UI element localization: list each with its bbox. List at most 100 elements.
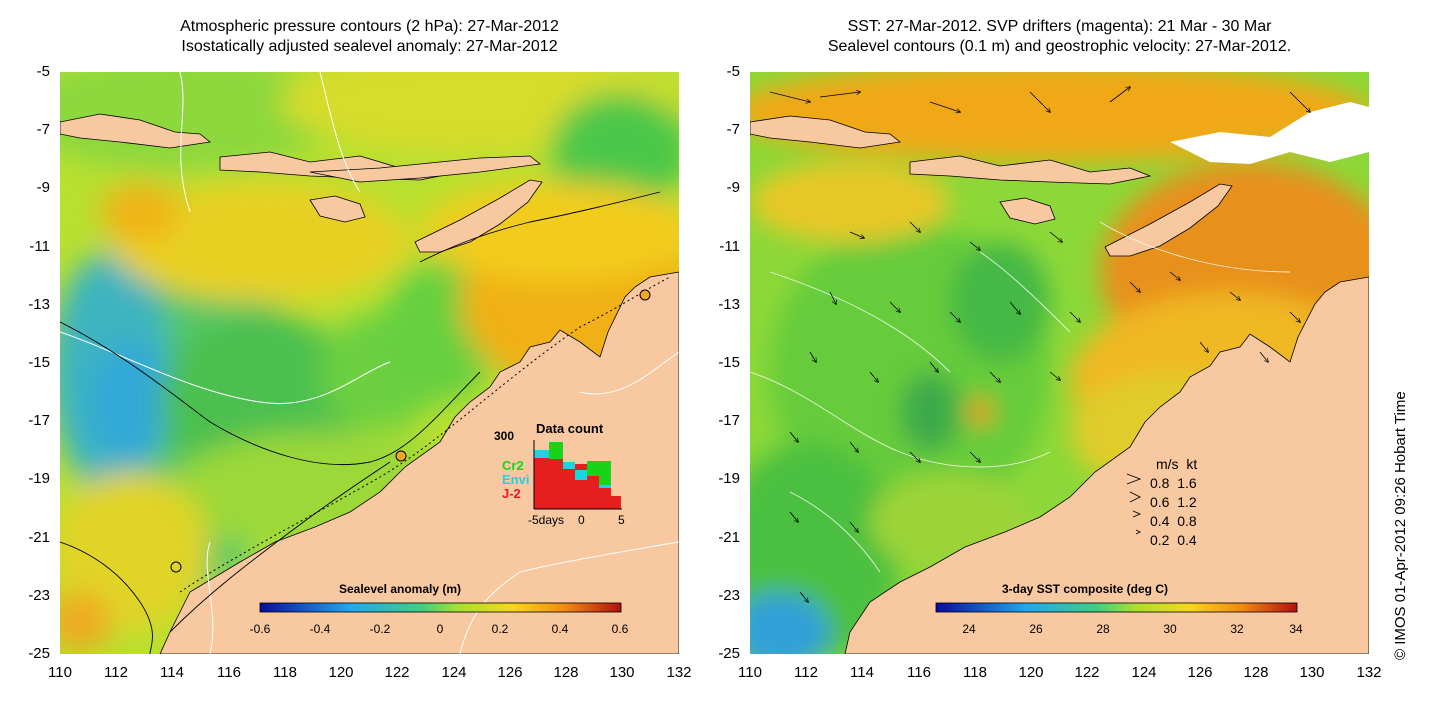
colorbar-tick: 30 <box>1163 622 1177 636</box>
x-tick: 118 <box>273 664 297 681</box>
colorbar-tick: -0.6 <box>249 622 271 636</box>
tide-gauge-marker <box>395 450 407 462</box>
sst-map <box>750 72 1369 654</box>
colorbar-tick: -0.4 <box>309 622 331 636</box>
x-tick: 110 <box>48 664 72 681</box>
x-tick: 116 <box>217 664 241 681</box>
x-tick: 128 <box>1243 664 1269 681</box>
sst-colorbar <box>935 602 1298 613</box>
velocity-vectors <box>769 87 1310 602</box>
x-tick: 126 <box>1187 664 1213 681</box>
tide-gauge-marker <box>639 289 651 301</box>
y-tick: -21 <box>718 529 740 546</box>
y-tick: -19 <box>718 470 740 487</box>
velocity-legend-kt: 1.6 <box>1177 475 1197 491</box>
y-tick: -17 <box>718 412 740 429</box>
sst-colorbar-label: 3-day SST composite (deg C) <box>1001 582 1169 596</box>
island-java-sst <box>750 115 901 149</box>
x-tick: 110 <box>738 664 762 681</box>
colorbar-tick: -0.2 <box>369 622 391 636</box>
y-tick: -23 <box>718 587 740 604</box>
x-tick: 132 <box>666 664 692 681</box>
right-title-line1: SST: 27-Mar-2012. SVP drifters (magenta)… <box>847 18 1272 35</box>
x-tick: 114 <box>160 664 184 681</box>
velocity-legend-ms: 0.6 <box>1150 494 1170 510</box>
y-tick: -5 <box>726 63 740 80</box>
x-tick: 120 <box>328 664 354 681</box>
y-tick: -9 <box>726 179 740 196</box>
velocity-legend-arrows <box>1126 473 1142 535</box>
x-tick: 114 <box>850 664 874 681</box>
y-tick: -13 <box>28 296 50 313</box>
x-tick: 116 <box>907 664 931 681</box>
island-sumba-sst <box>999 197 1056 225</box>
tide-gauge-marker <box>170 561 182 573</box>
colorbar-tick: 34 <box>1289 622 1303 636</box>
data-count-ymax: 300 <box>494 429 515 443</box>
australia-land <box>159 271 679 654</box>
island-sumba <box>309 195 366 223</box>
y-tick: -11 <box>719 238 740 255</box>
x-tick: 120 <box>1018 664 1044 681</box>
velocity-legend-kt: 1.2 <box>1177 494 1197 510</box>
data-count-xlabel-zero: 0 <box>578 513 585 527</box>
y-tick: -7 <box>36 121 50 138</box>
x-tick: 130 <box>1299 664 1325 681</box>
data-count-inset <box>533 440 622 510</box>
data-count-xlabel-end: 5 <box>618 513 625 527</box>
island-timor <box>414 179 543 253</box>
left-title-line2: Isostatically adjusted sealevel anomaly:… <box>181 38 558 55</box>
colorbar-tick: 0.6 <box>611 622 629 636</box>
sealevel-colorbar-label: Sealevel anomaly (m) <box>338 582 462 596</box>
imos-credit: © IMOS 01-Apr-2012 09:26 Hobart Time <box>1392 391 1409 660</box>
colorbar-tick: 26 <box>1029 622 1043 636</box>
x-tick: 112 <box>104 664 128 681</box>
data-count-series-envi: Envi <box>502 472 530 487</box>
x-tick: 126 <box>497 664 523 681</box>
sealevel-contours <box>60 191 661 654</box>
colorbar-tick: 0.2 <box>491 622 509 636</box>
y-tick: -9 <box>36 179 50 196</box>
island-timor-sst <box>1104 183 1233 257</box>
x-tick: 132 <box>1356 664 1382 681</box>
colorbar-tick: 0.4 <box>551 622 569 636</box>
data-count-series-cr2: Cr2 <box>502 458 524 473</box>
sealevel-colorbar <box>259 602 622 613</box>
island-flores <box>309 155 541 183</box>
velocity-legend-ms: 0.4 <box>1150 513 1170 529</box>
colorbar-tick: 0 <box>436 622 444 636</box>
x-tick: 124 <box>1131 664 1157 681</box>
colorbar-tick: 32 <box>1230 622 1244 636</box>
x-tick: 118 <box>963 664 987 681</box>
y-tick: -25 <box>28 645 50 662</box>
y-tick: -11 <box>29 238 50 255</box>
velocity-legend: m/s kt 0.8 1.6 0.6 1.2 0.4 0.8 0.2 0.4 <box>1150 455 1197 550</box>
colorbar-tick: 24 <box>962 622 976 636</box>
y-tick: -13 <box>718 296 740 313</box>
velocity-legend-ms: 0.8 <box>1150 475 1170 491</box>
x-tick: 122 <box>384 664 410 681</box>
y-tick: -5 <box>36 63 50 80</box>
x-tick: 112 <box>794 664 818 681</box>
y-tick: -19 <box>28 470 50 487</box>
australia-land-sst <box>844 276 1369 654</box>
data-count-series-j2: J-2 <box>502 486 521 501</box>
y-tick: -7 <box>726 121 740 138</box>
right-title: SST: 27-Mar-2012. SVP drifters (magenta)… <box>750 17 1369 57</box>
y-tick: -17 <box>28 412 50 429</box>
velocity-legend-kt: 0.4 <box>1177 532 1197 548</box>
right-title-line2: Sealevel contours (0.1 m) and geostrophi… <box>827 38 1292 55</box>
data-count-xlabel-start: -5days <box>528 513 565 527</box>
y-tick: -23 <box>28 587 50 604</box>
velocity-legend-kt-header: kt <box>1186 456 1198 472</box>
x-tick: 122 <box>1074 664 1100 681</box>
velocity-legend-ms-header: m/s <box>1156 456 1179 472</box>
x-tick: 128 <box>553 664 579 681</box>
island-java <box>60 113 211 149</box>
colorbar-tick: 28 <box>1096 622 1110 636</box>
y-tick: -15 <box>718 354 740 371</box>
y-tick: -25 <box>718 645 740 662</box>
y-tick: -15 <box>28 354 50 371</box>
y-tick: -21 <box>28 529 50 546</box>
sealevel-anomaly-map <box>60 72 679 654</box>
